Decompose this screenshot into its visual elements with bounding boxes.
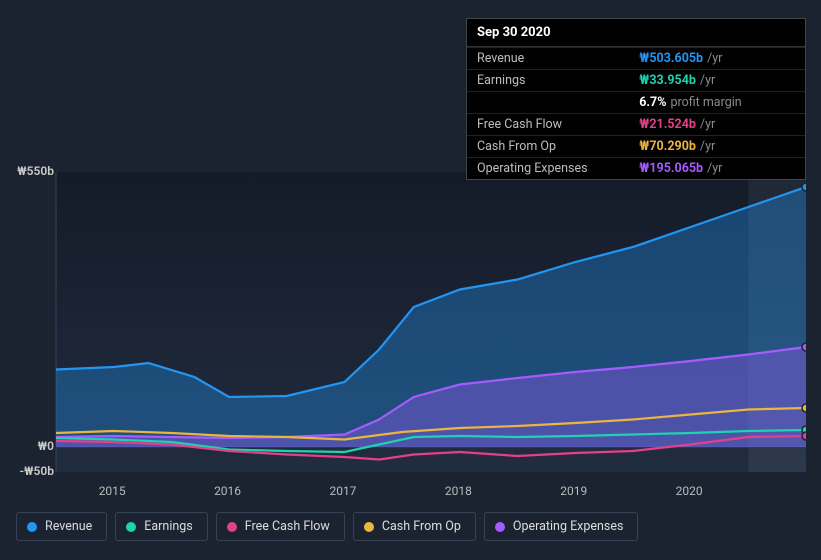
tooltip-row: 6.7%profit margin: [467, 92, 805, 114]
tooltip-row: Operating Expenses₩195.065b/yr: [467, 158, 805, 180]
tooltip-row-value: 6.7%profit margin: [629, 92, 805, 114]
tooltip-row-label: Earnings: [467, 70, 629, 92]
tooltip-row-value: ₩503.605b/yr: [629, 48, 805, 70]
legend-label: Earnings: [144, 519, 192, 534]
tooltip-row-label: Operating Expenses: [467, 158, 629, 180]
tooltip-row: Free Cash Flow₩21.524b/yr: [467, 114, 805, 136]
chart-container: Sep 30 2020 Revenue₩503.605b/yrEarnings₩…: [0, 0, 821, 560]
tooltip-row-label: [467, 92, 629, 114]
chart-tooltip: Sep 30 2020 Revenue₩503.605b/yrEarnings₩…: [466, 18, 806, 180]
tooltip-row: Cash From Op₩70.290b/yr: [467, 136, 805, 158]
legend-dot: [27, 522, 37, 532]
x-axis-label: 2019: [560, 484, 587, 498]
tooltip-row-label: Revenue: [467, 48, 629, 70]
legend-label: Cash From Op: [382, 519, 461, 534]
x-axis-label: 2018: [445, 484, 472, 498]
tooltip-row: Earnings₩33.954b/yr: [467, 70, 805, 92]
legend-label: Free Cash Flow: [245, 519, 330, 534]
x-axis-label: 2020: [676, 484, 703, 498]
legend-item[interactable]: Operating Expenses: [484, 512, 639, 541]
x-axis-label: 2016: [214, 484, 241, 498]
tooltip-row-value: ₩21.524b/yr: [629, 114, 805, 136]
legend-dot: [364, 522, 374, 532]
chart-plot[interactable]: [16, 172, 806, 472]
legend-item[interactable]: Earnings: [115, 512, 207, 541]
x-axis-label: 2017: [329, 484, 356, 498]
tooltip-row-label: Cash From Op: [467, 136, 629, 158]
x-axis-label: 2015: [99, 484, 126, 498]
legend-dot: [126, 522, 136, 532]
legend-dot: [495, 522, 505, 532]
legend-item[interactable]: Cash From Op: [353, 512, 476, 541]
tooltip-table: Revenue₩503.605b/yrEarnings₩33.954b/yr6.…: [467, 47, 805, 179]
chart-legend: Revenue Earnings Free Cash Flow Cash From O…: [16, 512, 638, 541]
legend-item[interactable]: Free Cash Flow: [216, 512, 345, 541]
tooltip-row-value: ₩70.290b/yr: [629, 136, 805, 158]
tooltip-date: Sep 30 2020: [467, 19, 805, 47]
tooltip-row-label: Free Cash Flow: [467, 114, 629, 136]
legend-label: Revenue: [45, 519, 92, 534]
legend-item[interactable]: Revenue: [16, 512, 107, 541]
legend-label: Operating Expenses: [513, 519, 624, 534]
tooltip-row: Revenue₩503.605b/yr: [467, 48, 805, 70]
legend-dot: [227, 522, 237, 532]
tooltip-row-value: ₩195.065b/yr: [629, 158, 805, 180]
tooltip-row-value: ₩33.954b/yr: [629, 70, 805, 92]
